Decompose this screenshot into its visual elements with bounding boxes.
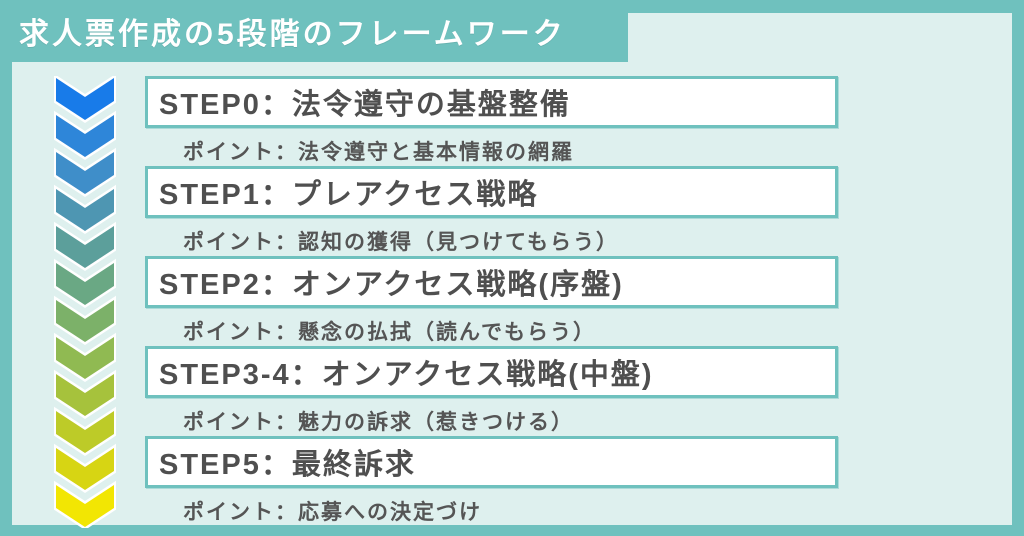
step-point: ポイント：応募への決定づけ (183, 501, 482, 524)
step-box: STEP3-4：オンアクセス戦略(中盤) (145, 346, 838, 398)
step-section-2: STEP2：オンアクセス戦略(序盤) ポイント：懸念の払拭（読んでもらう） (145, 256, 838, 346)
step-title: STEP3-4：オンアクセス戦略(中盤) (159, 359, 654, 391)
step-point: ポイント：懸念の払拭（読んでもらう） (183, 321, 596, 344)
step-arrow-column (54, 76, 116, 528)
step-section-1: STEP1：プレアクセス戦略 ポイント：認知の獲得（見つけてもらう） (145, 166, 838, 256)
step-box: STEP0：法令遵守の基盤整備 (145, 76, 838, 128)
title-bar: 求人票作成の5段階のフレームワーク (0, 0, 628, 62)
step-title: STEP0：法令遵守の基盤整備 (159, 89, 571, 121)
step-section-3: STEP3-4：オンアクセス戦略(中盤) ポイント：魅力の訴求（惹きつける） (145, 346, 838, 436)
step-title: STEP2：オンアクセス戦略(序盤) (159, 269, 624, 301)
step-box: STEP1：プレアクセス戦略 (145, 166, 838, 218)
step-point: ポイント：認知の獲得（見つけてもらう） (183, 231, 619, 254)
step-box: STEP5：最終訴求 (145, 436, 838, 488)
chevron-gradient-icon (54, 76, 116, 528)
page-title: 求人票作成の5段階のフレームワーク (19, 18, 566, 51)
step-title: STEP5：最終訴求 (159, 449, 416, 481)
step-section-0: STEP0：法令遵守の基盤整備 ポイント：法令遵守と基本情報の網羅 (145, 76, 838, 166)
step-point: ポイント：法令遵守と基本情報の網羅 (183, 141, 574, 164)
step-point: ポイント：魅力の訴求（惹きつける） (183, 411, 574, 434)
step-title: STEP1：プレアクセス戦略 (159, 179, 539, 211)
step-section-4: STEP5：最終訴求 ポイント：応募への決定づけ (145, 436, 838, 526)
step-box: STEP2：オンアクセス戦略(序盤) (145, 256, 838, 308)
